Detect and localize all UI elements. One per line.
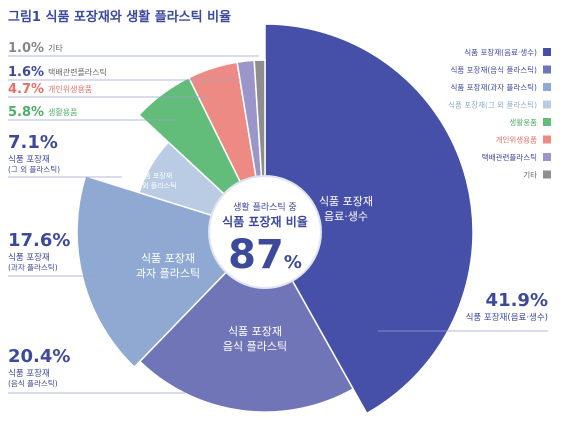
callout-value-etc: 1.0% <box>8 41 44 56</box>
legend-item-hygiene: 개인위생용품 <box>496 135 551 145</box>
callout-hygiene: 4.7% 개인위생용품 <box>8 82 210 98</box>
slice-label-snack: 식품 포장재 <box>141 252 195 265</box>
legend-label-etc: 기타 <box>523 171 537 180</box>
legend-label-beverage: 식품 포장재(음료·생수) <box>464 47 537 57</box>
slice-label-beverage: 음료·생수 <box>324 210 368 223</box>
legend-swatch-food <box>543 65 551 74</box>
legend-label-other_pack: 식품 포장재(그 외 플라스틱) <box>448 100 537 110</box>
legend-item-other_pack: 식품 포장재(그 외 플라스틱) <box>448 100 551 110</box>
callout-food: 20.4%식품 포장재(음식 플라스틱) <box>8 346 185 394</box>
center-value: 87% <box>228 232 302 278</box>
legend-swatch-snack <box>543 83 551 91</box>
callout-label-snack: 식품 포장재 <box>8 252 50 263</box>
slice-food <box>138 230 355 413</box>
callouts: 41.9%식품 포장재(음료·생수)20.4%식품 포장재(음식 플라스틱)17… <box>8 41 548 394</box>
legend-swatch-delivery <box>543 153 551 161</box>
legend: 식품 포장재(음료·생수) 식품 포장재(음식 플라스틱) 식품 포장재(과자 플라… <box>448 47 551 180</box>
legend-swatch-beverage <box>543 48 551 56</box>
slice-label-snack: 과자 플라스틱 <box>136 267 200 280</box>
legend-swatch-household <box>543 118 551 126</box>
legend-label-snack: 식품 포장재(과자 플라스틱) <box>450 82 537 92</box>
center-line2: 식품 포장재 비율 <box>222 214 308 229</box>
slice-label-food: 식품 포장재 <box>228 325 282 338</box>
callout-value-other_pack: 7.1% <box>8 132 58 153</box>
callout-other_pack: 7.1%식품 포장재(그 외 플라스틱) <box>8 132 122 178</box>
center-value-unit: % <box>284 252 302 273</box>
legend-label-hygiene: 개인위생용품 <box>496 135 537 145</box>
legend-swatch-etc <box>543 170 551 179</box>
callout-value-beverage: 41.9% <box>486 290 548 311</box>
slice-label-other_pack: 식품 포장재 <box>138 171 172 180</box>
legend-label-delivery: 택배관련플라스틱 <box>482 152 537 162</box>
center-value-number: 87 <box>228 232 284 278</box>
callout-snack: 17.6%식품 포장재(과자 플라스틱) <box>8 230 100 277</box>
callout-household: 5.8% 생활용품 <box>8 105 175 121</box>
chart-title: 그림1 식품 포장재와 생활 플라스틱 비율 <box>8 10 232 25</box>
legend-swatch-hygiene <box>543 135 551 144</box>
callout-value-snack: 17.6% <box>8 230 70 251</box>
callout-label-hygiene: 개인위생용품 <box>48 84 92 94</box>
callout-label-delivery: 택배관련플라스틱 <box>48 67 107 77</box>
callout-etc: 1.0% 기타 <box>8 41 259 57</box>
callout-delivery: 1.6% 택배관련플라스틱 <box>8 65 240 81</box>
slice-beverage <box>264 23 474 415</box>
legend-item-beverage: 식품 포장재(음료·생수) <box>464 47 551 57</box>
slice-label-food: 음식 플라스틱 <box>223 340 287 353</box>
callout-value-food: 20.4% <box>8 346 70 367</box>
callout-label-food: (음식 플라스틱) <box>8 378 58 388</box>
callout-label-food: 식품 포장재 <box>8 368 50 379</box>
callout-label-other_pack: 식품 포장재 <box>8 154 50 165</box>
callout-value-hygiene: 4.7% <box>8 82 44 97</box>
callout-label-beverage: 식품 포장재(음료·생수) <box>466 312 548 323</box>
legend-swatch-other_pack <box>543 100 551 109</box>
slice-label-other_pack: 그 외 플라스틱 <box>133 181 176 190</box>
center-line1: 생활 플라스틱 중 <box>233 201 297 213</box>
callout-beverage: 41.9%식품 포장재(음료·생수) <box>378 290 548 332</box>
callout-value-delivery: 1.6% <box>8 65 44 80</box>
legend-label-food: 식품 포장재(음식 플라스틱) <box>450 65 537 75</box>
center-disc <box>208 175 322 289</box>
legend-item-food: 식품 포장재(음식 플라스틱) <box>450 65 551 75</box>
legend-label-household: 생활용품 <box>509 117 537 127</box>
legend-item-etc: 기타 <box>523 170 551 180</box>
callout-label-snack: (과자 플라스틱) <box>8 262 58 272</box>
legend-item-household: 생활용품 <box>509 117 551 127</box>
legend-item-snack: 식품 포장재(과자 플라스틱) <box>450 82 551 92</box>
callout-label-other_pack: (그 외 플라스틱) <box>8 164 60 174</box>
slice-label-beverage: 식품 포장재 <box>319 195 373 208</box>
callout-value-household: 5.8% <box>8 105 44 120</box>
legend-item-delivery: 택배관련플라스틱 <box>482 152 551 162</box>
callout-label-etc: 기타 <box>48 44 63 53</box>
callout-label-household: 생활용품 <box>48 107 77 117</box>
